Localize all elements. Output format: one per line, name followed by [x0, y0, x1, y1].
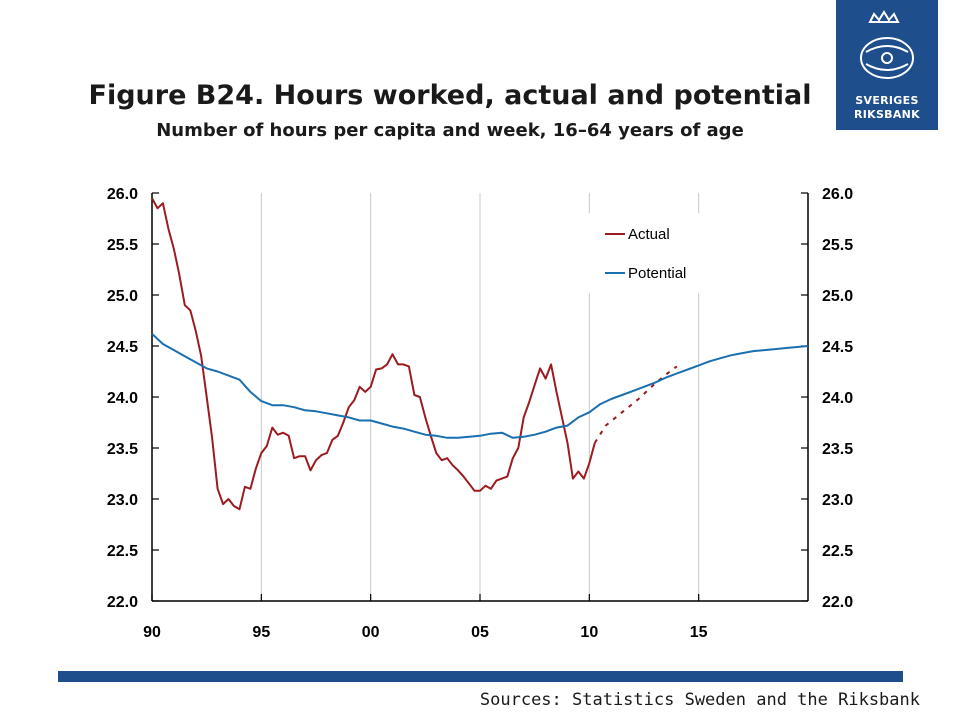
left-y-tick-label: 25.5 [107, 237, 138, 254]
series-line-actual-forecast [593, 365, 678, 444]
x-tick-label: 05 [471, 624, 489, 641]
right-y-tick-label: 22.0 [822, 594, 853, 611]
riksbank-logo: SVERIGES RIKSBANK [836, 0, 938, 130]
right-y-tick-label: 24.5 [822, 339, 853, 356]
left-y-tick-label: 25.0 [107, 288, 138, 305]
series-line-actual [151, 197, 596, 511]
sources-text: Sources: Statistics Sweden and the Riksb… [479, 690, 920, 710]
chart-title: Figure B24. Hours worked, actual and pot… [88, 80, 812, 111]
logo-text-line2: RIKSBANK [853, 108, 921, 121]
right-y-tick-label: 25.0 [822, 288, 853, 305]
legend-label-actual: Actual [628, 226, 670, 243]
x-tick-label: 00 [362, 624, 380, 641]
forecast-note: Note. Broken lines represent the Riksban… [58, 690, 409, 703]
right-y-tick-label: 22.5 [822, 543, 853, 560]
crowned-emblem-icon [860, 10, 914, 79]
right-y-tick-label: 23.5 [822, 441, 853, 458]
x-tick-label: 10 [580, 624, 598, 641]
right-y-tick-label: 24.0 [822, 390, 853, 407]
chart-subtitle: Number of hours per capita and week, 16–… [156, 120, 744, 141]
bottom-divider-bar [58, 671, 903, 682]
right-y-tick-label: 23.0 [822, 492, 853, 509]
left-y-tick-label: 22.5 [107, 543, 138, 560]
x-tick-label: 90 [143, 624, 161, 641]
legend-label-potential: Potential [628, 265, 686, 282]
left-y-tick-label: 22.0 [107, 594, 138, 611]
left-y-tick-label: 26.0 [107, 186, 138, 203]
right-y-tick-label: 26.0 [822, 186, 853, 203]
left-y-tick-label: 24.0 [107, 390, 138, 407]
series-line-potential [151, 333, 809, 439]
left-y-tick-label: 23.5 [107, 441, 138, 458]
x-tick-label: 15 [690, 624, 708, 641]
logo-text-line1: SVERIGES [855, 94, 919, 107]
legend-box [570, 213, 732, 293]
right-y-tick-label: 25.5 [822, 237, 853, 254]
left-y-tick-label: 23.0 [107, 492, 138, 509]
x-tick-label: 95 [252, 624, 270, 641]
left-y-tick-label: 24.5 [107, 339, 138, 356]
